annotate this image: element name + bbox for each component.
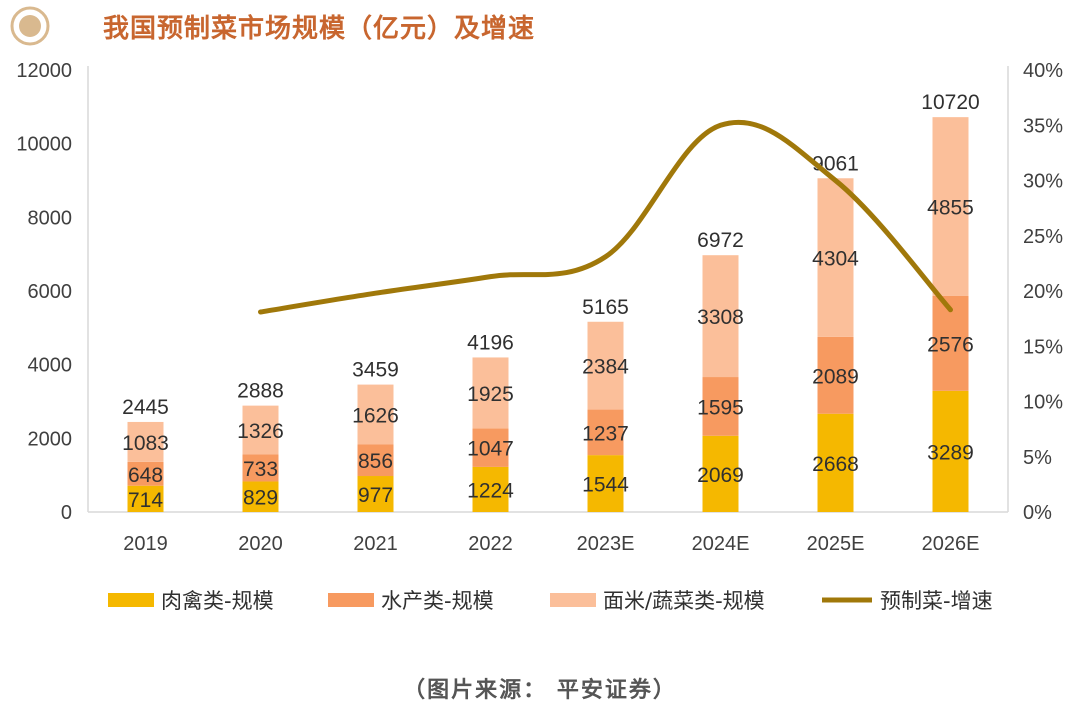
y-tick-label-left: 2000 (28, 428, 73, 450)
y-tick-label-right: 40% (1023, 60, 1063, 82)
legend-swatch (108, 593, 154, 607)
bar-data-label: 3289 (927, 441, 974, 464)
x-tick-label: 2023E (577, 533, 635, 555)
circle-logo-icon (10, 6, 50, 46)
y-tick-label-left: 8000 (28, 207, 73, 229)
x-tick-label: 2025E (807, 533, 865, 555)
bar-segment (357, 384, 394, 445)
bar-segment (702, 435, 739, 512)
bar-data-label: 733 (243, 458, 278, 481)
bar-data-label: 2069 (697, 464, 744, 487)
bar-data-label: 2576 (927, 333, 974, 356)
y-tick-label-right: 0% (1023, 502, 1052, 524)
y-tick-label-right: 10% (1023, 392, 1063, 414)
bar-segment (702, 255, 739, 378)
y-tick-label-left: 12000 (16, 60, 72, 82)
legend-swatch (550, 593, 596, 607)
bar-segment (587, 455, 624, 512)
bar-data-label: 1224 (467, 479, 514, 502)
y-tick-label-left: 6000 (28, 281, 73, 303)
x-tick-label: 2021 (353, 533, 398, 555)
bar-segment (357, 444, 394, 477)
bar-total-label: 10720 (921, 91, 979, 114)
chart-title: 我国预制菜市场规模（亿元）及增速 (103, 14, 536, 44)
y-tick-label-right: 25% (1023, 226, 1063, 248)
x-tick-label: 2019 (123, 533, 168, 555)
bar-segment (357, 476, 394, 512)
x-tick-label: 2022 (468, 533, 513, 555)
bar-segment (127, 421, 164, 462)
bar-total-label: 3459 (352, 359, 399, 382)
bar-data-label: 1626 (352, 405, 399, 428)
legend-swatch (328, 593, 374, 607)
bar-segment (127, 461, 164, 486)
bar-segment (127, 485, 164, 512)
bar-segment (702, 377, 739, 436)
source-note: （图片来源： 平安证券） (403, 678, 677, 703)
bar-data-label: 1925 (467, 383, 514, 406)
legend-label: 面米/蔬菜类-规模 (603, 589, 765, 613)
bar-data-label: 1544 (582, 474, 629, 497)
bar-segment (817, 178, 854, 337)
bar-data-label: 714 (128, 489, 163, 512)
y-tick-label-right: 5% (1023, 447, 1052, 469)
bar-total-label: 5165 (582, 296, 629, 319)
y-tick-label-right: 20% (1023, 281, 1063, 303)
header: 我国预制菜市场规模（亿元）及增速 (0, 0, 1080, 56)
bar-total-label: 2888 (237, 380, 284, 403)
y-tick-label-left: 10000 (16, 134, 72, 156)
x-tick-label: 2020 (238, 533, 283, 555)
y-tick-label-left: 4000 (28, 355, 73, 377)
bar-segment (817, 413, 854, 512)
bar-segment (242, 481, 279, 512)
legend-label: 预制菜-增速 (880, 589, 993, 613)
y-tick-label-right: 15% (1023, 336, 1063, 358)
bar-segment (472, 428, 509, 467)
bar-data-label: 4304 (812, 248, 859, 271)
bar-segment (472, 357, 509, 429)
bar-data-label: 1237 (582, 422, 629, 445)
bar-data-label: 1595 (697, 396, 744, 419)
growth-line (258, 119, 953, 315)
bar-data-label: 2089 (812, 365, 859, 388)
bar-segment (932, 117, 969, 296)
x-tick-label: 2026E (922, 533, 980, 555)
bar-data-label: 4855 (927, 197, 974, 220)
bar-data-label: 3308 (697, 306, 744, 329)
bar-segment (472, 466, 509, 512)
bar-segment (587, 409, 624, 456)
legend-label: 肉禽类-规模 (161, 589, 274, 613)
legend-label: 水产类-规模 (381, 589, 494, 613)
bar-segment (932, 390, 969, 512)
bar-data-label: 1047 (467, 438, 514, 461)
bar-total-label: 2445 (122, 396, 169, 419)
bar-data-label: 1326 (237, 420, 284, 443)
y-tick-label-left: 0 (61, 502, 72, 524)
bar-data-label: 829 (243, 487, 278, 510)
bar-segment (817, 336, 854, 414)
bar-data-label: 648 (128, 464, 163, 487)
bar-segment (242, 405, 279, 455)
bar-total-label: 4196 (467, 331, 514, 354)
bar-data-label: 2384 (582, 356, 629, 379)
bar-data-label: 856 (358, 450, 393, 473)
x-tick-label: 2024E (692, 533, 750, 555)
bar-total-label: 6972 (697, 229, 744, 252)
chart-area: 0 2000 4000 6000 8000 10000 12000 0% 5% 10% 15% 20%… (16, 60, 1063, 613)
bar-data-label: 1083 (122, 432, 169, 455)
bar-data-label: 977 (358, 484, 393, 507)
y-tick-label-right: 35% (1023, 115, 1063, 137)
bar-segment (587, 321, 624, 410)
bar-data-label: 2668 (812, 453, 859, 476)
y-tick-label-right: 30% (1023, 171, 1063, 193)
bar-segment (242, 454, 279, 482)
